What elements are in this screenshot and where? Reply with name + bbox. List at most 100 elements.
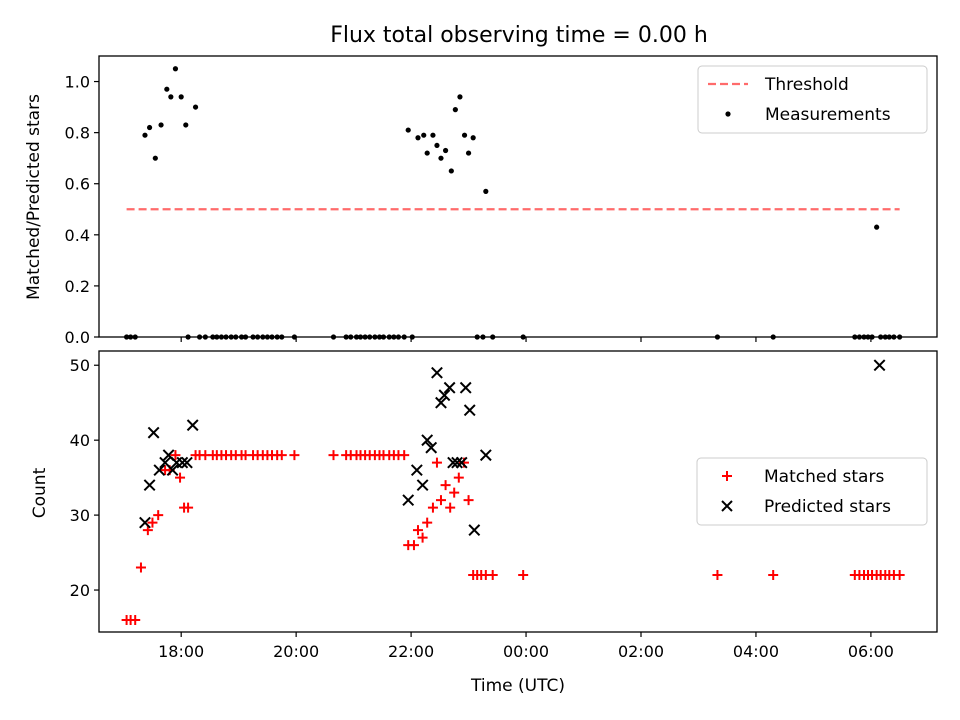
- predicted-star-marker: [153, 464, 166, 477]
- top-y-axis-label: Matched/Predicted stars: [24, 94, 44, 300]
- matched-star-marker: [170, 450, 181, 461]
- measurement-point: [183, 122, 189, 128]
- matched-star-marker: [453, 472, 464, 483]
- predicted-star-marker: [431, 366, 443, 379]
- measurement-point: [442, 147, 449, 154]
- matched-star-marker: [463, 495, 474, 506]
- measurement-point: [146, 124, 153, 131]
- measurement-point: [448, 168, 454, 174]
- predicted-star-marker: [455, 456, 468, 469]
- measurement-point: [164, 86, 170, 92]
- predicted-star-marker: [139, 516, 151, 529]
- top-legend: Threshold Measurements: [697, 65, 928, 134]
- measurement-point: [465, 150, 472, 156]
- matched-star-marker: [289, 450, 300, 461]
- matched-star-marker: [147, 517, 158, 528]
- measurement-point: [415, 135, 421, 141]
- predicted-star-marker: [468, 524, 481, 536]
- measurement-point: [430, 132, 436, 138]
- matched-star-marker: [427, 502, 438, 513]
- measurement-point: [421, 132, 427, 138]
- predicted-star-marker: [166, 464, 179, 477]
- measurement-point: [405, 127, 411, 133]
- measurement-point: [172, 66, 179, 72]
- chart-title: Flux total observing time = 0.00 h: [330, 23, 708, 48]
- x-tick-label: 18:00: [158, 642, 204, 661]
- matched-star-marker: [445, 502, 456, 513]
- measurement-point: [470, 135, 476, 141]
- legend-label: Threshold: [764, 75, 849, 95]
- y-tick-label: 0.0: [65, 328, 90, 347]
- bottom-legend: Matched stars Predicted stars: [696, 457, 928, 526]
- measurement-point: [434, 142, 440, 149]
- legend-label: Predicted stars: [764, 497, 891, 517]
- predicted-star-marker: [402, 494, 415, 507]
- matched-star-marker: [422, 517, 433, 528]
- measurement-point: [461, 132, 468, 138]
- matched-star-marker: [435, 495, 446, 506]
- bottom-marks: [121, 359, 905, 626]
- matched-star-marker: [399, 450, 410, 461]
- predicted-star-marker: [147, 426, 160, 439]
- matched-star-marker: [153, 510, 164, 521]
- y-tick-label: 30: [70, 506, 90, 525]
- legend-label: Matched stars: [764, 467, 884, 487]
- predicted-star-marker: [421, 434, 434, 447]
- measurement-point: [438, 155, 444, 161]
- matched-star-marker: [135, 562, 146, 573]
- matched-star-marker: [408, 540, 419, 551]
- matched-star-marker: [431, 457, 442, 468]
- predicted-star-marker: [479, 449, 492, 462]
- predicted-star-marker: [451, 456, 463, 469]
- matched-star-marker: [487, 570, 498, 581]
- bottom-axes: 20 30 40 50 18:00 20:00 22:00 00:00 02:00 04:00 06…: [70, 356, 894, 661]
- matched-star-marker: [449, 487, 460, 498]
- predicted-star-marker: [463, 404, 476, 417]
- measurement-point: [483, 188, 489, 194]
- bottom-panel: 20 30 40 50 18:00 20:00 22:00 00:00 02:00 04:00 06…: [30, 350, 938, 696]
- y-tick-label: 0.8: [65, 124, 90, 143]
- matched-star-marker: [183, 502, 194, 513]
- y-tick-label: 0.4: [65, 226, 90, 245]
- measurement-point: [192, 104, 199, 110]
- predicted-star-marker: [443, 381, 456, 394]
- top-plot-frame: [98, 55, 938, 338]
- matched-star-marker: [130, 615, 141, 626]
- legend-predicted-swatch: [721, 500, 733, 512]
- predicted-star-marker: [873, 359, 886, 372]
- measurement-point: [142, 132, 148, 138]
- measurement-point: [874, 224, 880, 230]
- bottom-y-axis-label: Count: [30, 467, 50, 518]
- x-tick-label: 22:00: [388, 642, 434, 661]
- top-axes: 0.0 0.2 0.4 0.6 0.8 1.0: [65, 73, 872, 347]
- x-axis-label: Time (UTC): [470, 676, 565, 696]
- x-tick-label: 00:00: [503, 642, 549, 661]
- legend-measurement-swatch: [725, 111, 731, 117]
- x-tick-label: 06:00: [848, 642, 894, 661]
- legend-label: Measurements: [765, 105, 891, 125]
- matched-star-marker: [440, 480, 451, 491]
- predicted-star-marker: [416, 479, 429, 492]
- matched-star-marker: [328, 450, 339, 461]
- predicted-star-marker: [435, 396, 447, 409]
- y-tick-label: 1.0: [65, 73, 90, 92]
- predicted-star-marker: [410, 464, 423, 477]
- predicted-star-marker: [176, 456, 189, 469]
- x-tick-label: 02:00: [618, 642, 664, 661]
- matched-star-marker: [412, 525, 423, 536]
- y-tick-label: 40: [70, 431, 90, 450]
- measurement-point: [452, 107, 458, 113]
- bottom-plot-frame: [98, 350, 938, 633]
- matched-star-marker: [712, 570, 723, 581]
- x-tick-label: 20:00: [273, 642, 319, 661]
- predicted-star-marker: [447, 456, 459, 469]
- measurement-point: [178, 94, 184, 100]
- matched-star-marker: [417, 532, 428, 543]
- y-tick-label: 0.2: [65, 277, 90, 296]
- legend-box: [697, 65, 928, 134]
- measurement-point: [457, 94, 463, 100]
- x-tick-label: 04:00: [733, 642, 779, 661]
- predicted-star-marker: [459, 381, 472, 394]
- measurement-point: [424, 150, 430, 156]
